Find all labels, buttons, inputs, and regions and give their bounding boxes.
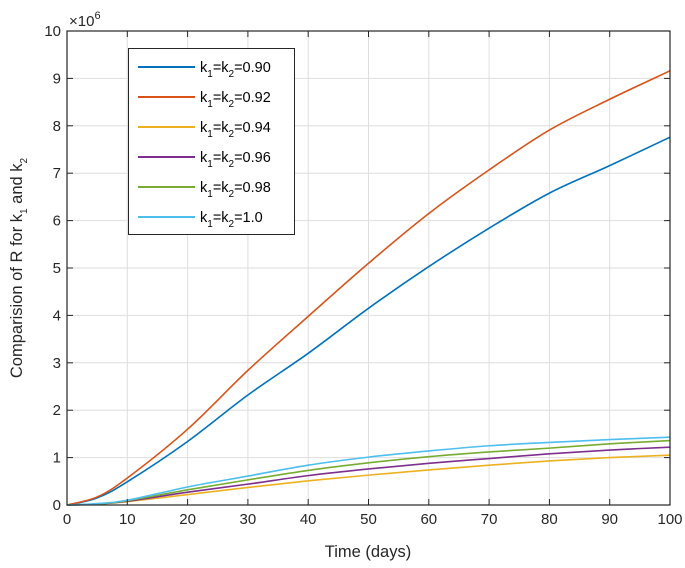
- data-series: [66, 70, 671, 506]
- y-tick-label: 8: [53, 118, 61, 135]
- legend: k1=k2=0.90 k1=k2=0.92 k1=k2=0.94 k1=k2=0.96…: [128, 48, 295, 235]
- x-tick-label: 100: [657, 511, 682, 528]
- legend-label: k1=k2=0.90: [200, 60, 271, 80]
- y-tick-label: 2: [53, 402, 61, 419]
- series-line: [66, 70, 671, 506]
- x-tick-label: 50: [360, 511, 377, 528]
- y-tick-label: 3: [53, 355, 61, 372]
- y-tick-label: 4: [53, 307, 61, 324]
- x-tick-label: 0: [63, 511, 71, 528]
- x-tick-label: 60: [420, 511, 437, 528]
- x-tick-label: 90: [601, 511, 618, 528]
- y-axis-label: Comparision of R for k1 and k2: [8, 157, 30, 378]
- x-tick-label: 30: [240, 511, 257, 528]
- x-tick-label: 80: [541, 511, 558, 528]
- tick-labels: 0 10 20 30 40 50 60 70 80 90 100 0 1 2 3 4 5 6 7 8 9 10: [44, 23, 682, 528]
- legend-label: k1=k2=1.0: [200, 210, 263, 230]
- legend-label: k1=k2=0.94: [200, 120, 271, 140]
- x-tick-label: 40: [300, 511, 317, 528]
- y-tick-label: 10: [44, 23, 61, 40]
- series-line: [66, 136, 671, 506]
- x-tick-label: 70: [481, 511, 498, 528]
- legend-label: k1=k2=0.96: [200, 150, 271, 170]
- legend-box: [128, 48, 295, 235]
- y-tick-label: 7: [53, 165, 61, 182]
- x-tick-label: 10: [119, 511, 136, 528]
- axes: [66, 30, 671, 506]
- x-axis-label: Time (days): [325, 543, 411, 561]
- y-tick-label: 9: [53, 70, 61, 87]
- x-tick-label: 20: [179, 511, 196, 528]
- y-tick-label: 5: [53, 260, 61, 277]
- series-line: [66, 436, 671, 506]
- axes-box: [66, 30, 671, 506]
- y-multiplier: ×106: [69, 10, 101, 30]
- legend-label: k1=k2=0.98: [200, 180, 271, 200]
- y-tick-label: 1: [53, 450, 61, 467]
- y-tick-label: 6: [53, 213, 61, 230]
- y-tick-label: 0: [53, 497, 61, 514]
- legend-label: k1=k2=0.92: [200, 90, 271, 110]
